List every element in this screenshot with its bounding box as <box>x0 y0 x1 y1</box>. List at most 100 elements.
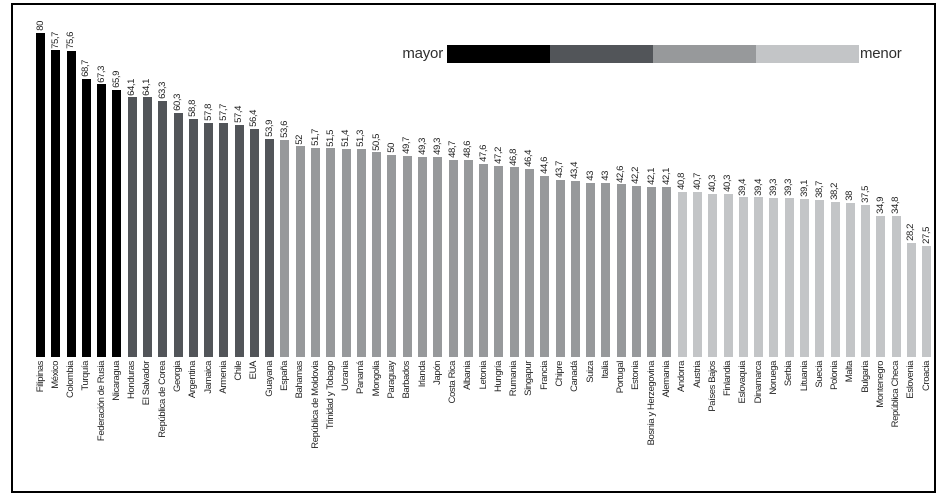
bar-value-label: 37,5 <box>859 186 871 204</box>
category-label: Serbia <box>783 361 795 387</box>
bar-value-label: 51,5 <box>324 129 336 147</box>
bar-value-label: 38,7 <box>813 181 825 199</box>
category-label: Finlandia <box>722 361 734 396</box>
bar <box>754 197 764 357</box>
category-label: Eslovaquia <box>737 361 749 404</box>
category-label: Costa Rica <box>447 361 459 404</box>
category-label: Ucrania <box>340 361 352 391</box>
category-label: Filipinas <box>34 361 46 393</box>
bar <box>861 205 871 357</box>
bar <box>387 154 397 357</box>
category-label: Turquía <box>80 361 92 391</box>
category-label: Dinamarca <box>752 361 764 404</box>
category-label: Honduras <box>126 361 138 399</box>
category-label: Países Bajos <box>706 361 718 412</box>
bar-value-label: 39,3 <box>783 178 795 196</box>
category-label: Francia <box>538 361 550 390</box>
bar <box>97 84 107 357</box>
bar <box>249 128 259 357</box>
bar-value-label: 60,3 <box>172 93 184 111</box>
bar <box>631 186 641 357</box>
bar <box>66 50 76 357</box>
bar-value-label: 53,9 <box>263 119 275 137</box>
bar <box>372 152 382 357</box>
bar-value-label: 49,3 <box>431 138 443 156</box>
bar <box>81 78 91 357</box>
bar <box>570 181 580 357</box>
bar <box>647 186 657 357</box>
bar <box>601 182 611 357</box>
bar-value-label: 42,6 <box>615 165 627 183</box>
bar-value-label: 68,7 <box>80 59 92 77</box>
category-label: Bosnia y Herzegovina <box>645 361 657 446</box>
category-label: Eslovenia <box>905 361 917 399</box>
category-label: Hungría <box>492 361 504 392</box>
category-label: Montenegro <box>874 361 886 408</box>
bar-value-label: 42,1 <box>645 167 657 185</box>
category-label: Andorra <box>676 361 688 392</box>
bar-value-label: 50,5 <box>370 133 382 151</box>
bar-value-label: 53,6 <box>278 121 290 138</box>
bar <box>540 176 550 357</box>
bar <box>708 193 718 357</box>
bar-value-label: 51,4 <box>340 129 352 147</box>
category-label: EUA <box>248 361 260 380</box>
bar <box>723 193 733 357</box>
legend-swatch-mayor <box>447 45 550 63</box>
bar-value-label: 75,6 <box>65 31 77 49</box>
category-label: España <box>278 361 290 391</box>
bar <box>555 180 565 357</box>
bar-value-label: 47,2 <box>492 146 504 164</box>
bar-value-label: 38 <box>844 191 856 202</box>
legend-label-mayor: mayor <box>402 45 443 62</box>
bar-value-label: 39,4 <box>737 178 749 196</box>
bar <box>341 148 351 357</box>
bar <box>586 182 596 357</box>
category-label: Chile <box>233 361 245 381</box>
category-label: República Checa <box>890 361 902 428</box>
category-label: Jamaica <box>202 361 214 394</box>
category-label: México <box>49 361 61 389</box>
category-label: El Salvador <box>141 361 153 406</box>
bar-value-label: 47,6 <box>477 145 489 163</box>
bar-value-label: 43,4 <box>569 162 581 180</box>
bar <box>800 198 809 357</box>
bar <box>616 184 626 357</box>
bar-value-label: 80 <box>34 21 46 31</box>
bar <box>784 197 794 357</box>
bar-value-label: 57,4 <box>233 105 245 123</box>
bar <box>204 122 214 357</box>
bar-value-label: 40,8 <box>676 172 688 190</box>
bar-value-label: 39,3 <box>767 178 779 196</box>
bar <box>677 191 687 357</box>
category-label: Argentina <box>187 361 199 399</box>
bar <box>280 139 290 357</box>
bar-value-label: 58,8 <box>187 99 199 117</box>
bar-value-label: 48,7 <box>447 140 459 158</box>
bar <box>891 216 901 357</box>
bar <box>142 97 152 357</box>
bar <box>311 147 321 357</box>
bar <box>693 192 703 357</box>
legend-swatch-alto <box>550 45 653 63</box>
category-label: Bulgaria <box>859 361 871 393</box>
category-label: Nicaragua <box>110 361 122 401</box>
bar-value-label: 57,7 <box>217 104 229 122</box>
bar-value-label: 49,7 <box>401 136 413 154</box>
category-label: Paraguay <box>385 361 397 399</box>
category-label: Colombia <box>65 361 77 398</box>
bar-value-label: 39,4 <box>752 178 764 196</box>
category-label: Rumania <box>508 361 520 397</box>
bar-value-label: 46,8 <box>508 148 520 166</box>
bar <box>463 160 473 357</box>
category-label: Polonia <box>829 361 841 390</box>
category-label: Italia <box>599 361 611 379</box>
bar-value-label: 63,3 <box>156 81 168 99</box>
category-label: Trinidad y Tobago <box>324 361 336 430</box>
bar-value-label: 43,7 <box>554 161 566 179</box>
category-label: Noruega <box>767 361 779 395</box>
bar-value-label: 39,1 <box>798 179 810 197</box>
bar <box>845 203 855 357</box>
category-label: Albania <box>462 361 474 390</box>
category-label: Mongolia <box>370 361 382 397</box>
